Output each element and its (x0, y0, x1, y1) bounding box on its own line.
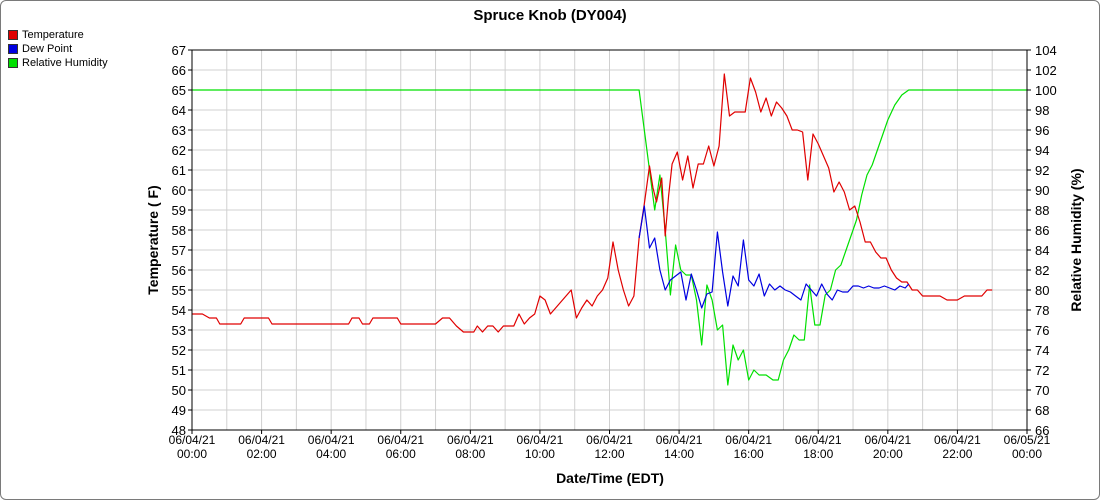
y-right-tick-label: 80 (1035, 283, 1049, 298)
y-left-tick-label: 67 (172, 43, 186, 58)
y-right-tick-label: 82 (1035, 263, 1049, 278)
axes: 48 49 50 51 52 53 54 55 56 57 58 59 60 61 62 63 64 65 66 67… (169, 43, 1057, 461)
x-axis-label: Date/Time (EDT) (556, 470, 664, 486)
y-right-tick-label: 100 (1035, 83, 1057, 98)
legend-label-dew-point: Dew Point (22, 43, 73, 55)
legend-item-dew-point: Dew Point (8, 42, 108, 56)
y-axis-left-label: Temperature ( F) (145, 185, 161, 294)
y-right-tick-label: 84 (1035, 243, 1049, 258)
x-tick-label-time: 12:00 (594, 447, 624, 461)
y-right-tick-label: 104 (1035, 43, 1057, 58)
y-left-tick-label: 56 (172, 263, 186, 278)
x-tick-label-time: 16:00 (734, 447, 764, 461)
y-left-tick-label: 62 (172, 143, 186, 158)
x-tick-label-time: 22:00 (942, 447, 972, 461)
legend-swatch-temperature (8, 30, 18, 40)
y-right-tick-label: 102 (1035, 63, 1057, 78)
y-left-tick-label: 63 (172, 123, 186, 138)
y-right-tick-label: 78 (1035, 303, 1049, 318)
x-tick-label-date: 06/04/21 (169, 433, 216, 447)
y-left-tick-label: 52 (172, 343, 186, 358)
x-tick-label-date: 06/04/21 (377, 433, 424, 447)
y-left-tick-label: 49 (172, 403, 186, 418)
legend-item-temperature: Temperature (8, 28, 108, 42)
legend-swatch-dew-point (8, 44, 18, 54)
x-tick-label-time: 14:00 (664, 447, 694, 461)
y-axis-right-label: Relative Humidity (%) (1068, 168, 1084, 311)
y-right-tick-label: 94 (1035, 143, 1049, 158)
y-left-tick-label: 65 (172, 83, 186, 98)
y-right-tick-label: 98 (1035, 103, 1049, 118)
x-tick-label-time: 18:00 (803, 447, 833, 461)
y-left-tick-label: 55 (172, 283, 186, 298)
x-tick-label-time: 02:00 (247, 447, 277, 461)
x-tick-label-time: 20:00 (873, 447, 903, 461)
x-tick-label-date: 06/04/21 (725, 433, 772, 447)
y-right-tick-label: 88 (1035, 203, 1049, 218)
legend-label-relative-humidity: Relative Humidity (22, 57, 108, 69)
y-right-tick-label: 68 (1035, 403, 1049, 418)
x-tick-label-time: 00:00 (177, 447, 207, 461)
y-right-tick-label: 72 (1035, 363, 1049, 378)
x-tick-label-time: 10:00 (525, 447, 555, 461)
legend-swatch-relative-humidity (8, 58, 18, 68)
grid (191, 49, 1028, 431)
y-right-tick-label: 86 (1035, 223, 1049, 238)
y-left-tick-label: 51 (172, 363, 186, 378)
x-tick-label-time: 00:00 (1012, 447, 1042, 461)
y-left-tick-label: 66 (172, 63, 186, 78)
legend-label-temperature: Temperature (22, 29, 84, 41)
x-tick-label-time: 04:00 (316, 447, 346, 461)
series-line-temperature (192, 73, 993, 333)
x-tick-label-date: 06/04/21 (308, 433, 355, 447)
x-tick-label-date: 06/04/21 (656, 433, 703, 447)
y-right-tick-label: 90 (1035, 183, 1049, 198)
x-tick-label-time: 06:00 (386, 447, 416, 461)
y-left-tick-label: 53 (172, 323, 186, 338)
y-left-tick-label: 59 (172, 203, 186, 218)
x-tick-label-time: 08:00 (455, 447, 485, 461)
y-left-tick-label: 64 (172, 103, 186, 118)
y-left-tick-label: 58 (172, 223, 186, 238)
y-right-tick-label: 92 (1035, 163, 1049, 178)
y-left-tick-label: 50 (172, 383, 186, 398)
chart-title: Spruce Knob (DY004) (473, 7, 626, 24)
y-right-tick-label: 70 (1035, 383, 1049, 398)
x-tick-label-date: 06/04/21 (586, 433, 633, 447)
y-left-tick-label: 60 (172, 183, 186, 198)
legend-item-relative-humidity: Relative Humidity (8, 56, 108, 70)
y-left-tick-label: 48 (172, 423, 186, 438)
series-line-dew-point (638, 205, 910, 309)
x-tick-label-date: 06/04/21 (934, 433, 981, 447)
x-tick-label-date: 06/04/21 (238, 433, 285, 447)
x-tick-label-date: 06/04/21 (447, 433, 494, 447)
x-tick-label-date: 06/04/21 (864, 433, 911, 447)
y-right-tick-label: 76 (1035, 323, 1049, 338)
y-left-tick-label: 54 (172, 303, 186, 318)
y-left-tick-label: 61 (172, 163, 186, 178)
y-right-tick-label: 96 (1035, 123, 1049, 138)
series-line-relative-humidity (192, 89, 1027, 386)
x-tick-label-date: 06/04/21 (795, 433, 842, 447)
y-right-tick-label: 66 (1035, 423, 1049, 438)
x-tick-label-date: 06/04/21 (517, 433, 564, 447)
y-right-tick-label: 74 (1035, 343, 1049, 358)
legend: Temperature Dew Point Relative Humidity (8, 28, 108, 70)
x-tick-label-date: 06/05/21 (1004, 433, 1051, 447)
plot-lines (192, 73, 1027, 386)
y-left-tick-label: 57 (172, 243, 186, 258)
